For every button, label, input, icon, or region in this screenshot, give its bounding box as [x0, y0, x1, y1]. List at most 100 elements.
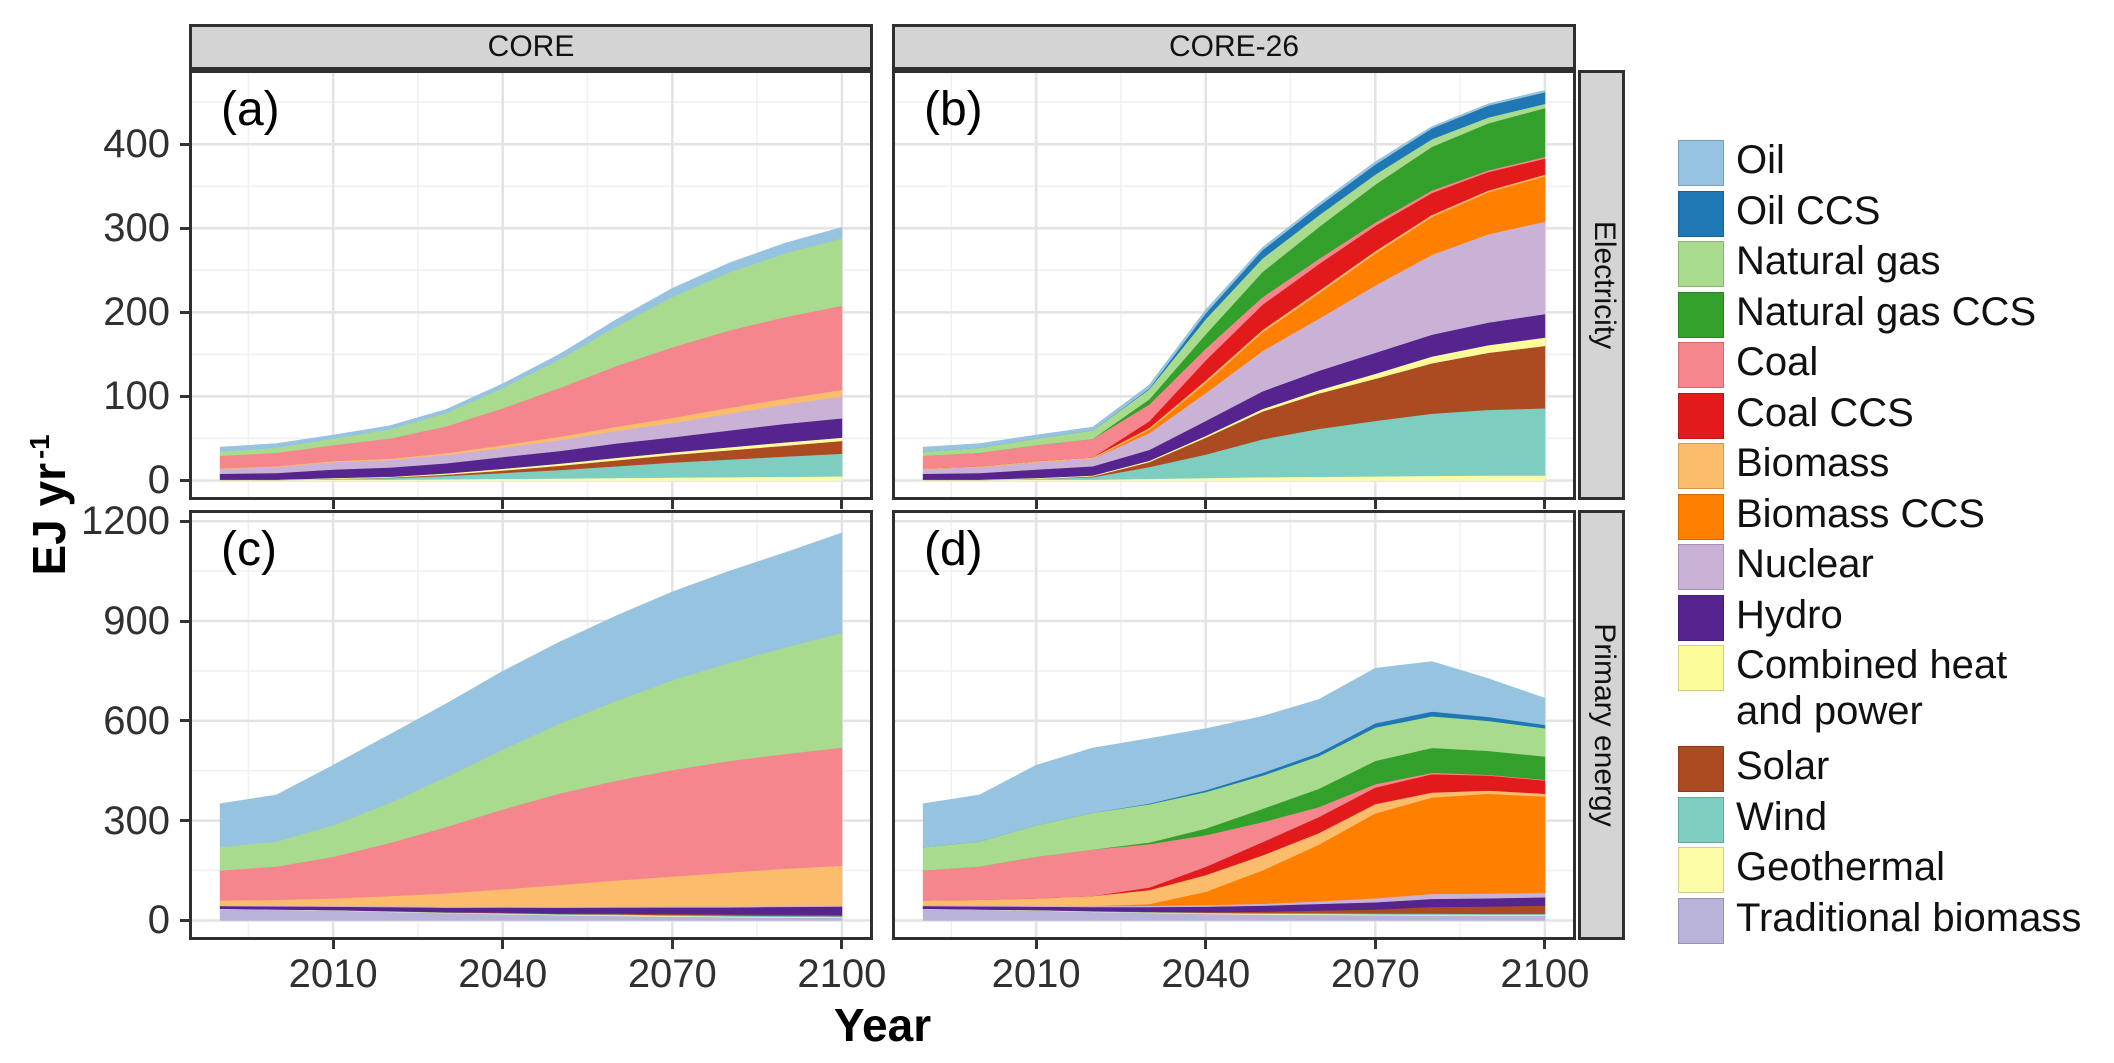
- legend-label-natural_gas: Natural gas: [1736, 239, 1941, 283]
- y-tick-mark: [180, 310, 189, 314]
- chart-area-b: [892, 70, 1576, 500]
- x-tick-mark: [840, 940, 844, 949]
- legend-label-natural_gas_ccs: Natural gas CCS: [1736, 289, 2037, 334]
- x-tick-mark: [1543, 940, 1547, 949]
- y-tick-mark: [180, 719, 189, 723]
- x-tick-mark: [331, 500, 335, 509]
- legend-swatch-coal: [1678, 342, 1724, 388]
- panel-d: (d): [892, 510, 1576, 940]
- x-tick-mark: [1204, 500, 1208, 509]
- x-tick-label: 2070: [627, 952, 717, 996]
- x-tick-label: 2010: [991, 952, 1081, 996]
- y-tick-label: 100: [103, 374, 170, 419]
- y-tick-mark: [180, 519, 189, 523]
- y-tick-label: 900: [103, 599, 170, 644]
- legend-swatch-geothermal: [1678, 847, 1724, 893]
- x-tick-label: 2100: [797, 952, 887, 996]
- y-tick-mark: [180, 226, 189, 230]
- y-tick-label: 300: [103, 206, 170, 251]
- x-axis-title: Year: [833, 999, 932, 1051]
- legend-label-hydro: Hydro: [1736, 592, 1843, 637]
- panel-border: [189, 70, 873, 500]
- panel-border: [189, 510, 873, 940]
- panel-a: (a): [189, 70, 873, 500]
- legend-swatch-traditional_biomass: [1678, 897, 1724, 944]
- x-tick-mark: [1204, 940, 1208, 949]
- legend-swatch-oil: [1678, 140, 1724, 186]
- legend-label-biomass: Biomass: [1736, 441, 1890, 485]
- chart-area-d: [892, 510, 1576, 940]
- panel-border: [892, 70, 1576, 500]
- legend-label-traditional_biomass: Traditional biomass: [1736, 895, 2082, 940]
- x-tick-label: 2100: [1500, 952, 1590, 996]
- y-tick-mark: [180, 478, 189, 482]
- y-tick-mark: [180, 619, 189, 623]
- legend-label-coal_ccs: Coal CCS: [1736, 390, 1914, 435]
- legend-swatch-hydro: [1678, 594, 1724, 641]
- x-tick-mark: [1034, 500, 1038, 509]
- chart-area-c: [189, 510, 873, 940]
- legend-label-biomass_ccs: Biomass CCS: [1736, 491, 1985, 536]
- chart-area-a: [189, 70, 873, 500]
- x-tick-mark: [670, 500, 674, 509]
- panel-border: [892, 510, 1576, 940]
- facet-strip-core26: CORE-26: [892, 24, 1576, 70]
- x-tick-mark: [1034, 940, 1038, 949]
- y-tick-label: 300: [103, 798, 170, 843]
- x-tick-mark: [670, 940, 674, 949]
- y-tick-label: 400: [103, 122, 170, 167]
- x-tick-mark: [1543, 500, 1547, 509]
- facet-strip-core: CORE: [189, 24, 873, 70]
- y-tick-mark: [180, 394, 189, 398]
- y-tick-label: 1200: [81, 499, 170, 544]
- panel-tag-c: (c): [221, 523, 277, 576]
- area-oil: [219, 227, 843, 452]
- legend-label-coal: Coal: [1736, 340, 1819, 384]
- y-axis-title-exponent: -1: [23, 434, 55, 460]
- legend-label-line: and power: [1736, 689, 1923, 733]
- area-oil: [922, 90, 1546, 452]
- legend-swatch-natural_gas_ccs: [1678, 291, 1724, 338]
- facet-strip-core26-label: CORE-26: [1168, 30, 1300, 63]
- legend-label-nuclear: Nuclear: [1736, 542, 1874, 586]
- area-oil: [219, 532, 843, 848]
- facet-strip-primary-label: Primary energy: [1588, 623, 1621, 827]
- panel-b: (b): [892, 70, 1576, 500]
- panel-tag-a: (a): [221, 83, 280, 136]
- x-tick-label: 2040: [1161, 952, 1251, 996]
- legend-swatch-chp: [1678, 645, 1724, 691]
- y-tick-mark: [180, 142, 189, 146]
- y-tick-mark: [180, 819, 189, 823]
- panel-tag-b: (b): [924, 83, 983, 136]
- y-tick-mark: [180, 918, 189, 922]
- y-tick-label: 600: [103, 698, 170, 743]
- x-tick-mark: [501, 500, 505, 509]
- x-tick-mark: [1373, 940, 1377, 949]
- legend-swatch-natural_gas: [1678, 241, 1724, 287]
- legend-swatch-coal_ccs: [1678, 392, 1724, 439]
- legend-swatch-wind: [1678, 796, 1724, 843]
- panel-c: (c): [189, 510, 873, 940]
- y-tick-label: 200: [103, 290, 170, 335]
- facet-strip-electricity: [1578, 70, 1625, 500]
- legend-label-chp: Combined heat and power: [1736, 642, 2007, 734]
- x-tick-label: 2040: [458, 952, 548, 996]
- facet-strip-electricity-label: Electricity: [1588, 220, 1621, 350]
- area-oil: [922, 661, 1546, 848]
- legend-label-oil_ccs: Oil CCS: [1736, 188, 1881, 233]
- legend-label-oil: Oil: [1736, 138, 1785, 182]
- legend-swatch-solar: [1678, 746, 1724, 792]
- legend-label-line: Combined heat: [1736, 643, 2008, 687]
- x-tick-mark: [840, 500, 844, 509]
- facet-strip-primary: [1578, 510, 1625, 940]
- legend-swatch-biomass: [1678, 443, 1724, 489]
- x-tick-mark: [1373, 500, 1377, 509]
- legend-label-solar: Solar: [1736, 744, 1830, 788]
- y-tick-label: 0: [147, 898, 170, 943]
- x-tick-label: 2010: [288, 952, 378, 996]
- legend-swatch-nuclear: [1678, 544, 1724, 590]
- legend-label-wind: Wind: [1736, 794, 1828, 839]
- panel-tag-d: (d): [924, 523, 983, 576]
- x-tick-label: 2070: [1330, 952, 1420, 996]
